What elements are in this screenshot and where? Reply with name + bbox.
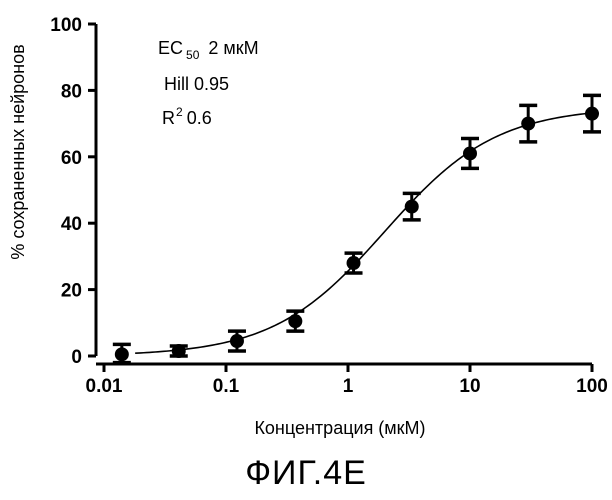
y-tick-label: 80 [61, 81, 82, 102]
svg-text:R20.6: R2 0.6 [162, 105, 212, 128]
x-tick-label: 10 [459, 376, 480, 397]
data-point [585, 107, 599, 121]
annotation-hill: Hill 0.95 [164, 74, 229, 94]
fit-curve [135, 113, 592, 353]
fit-curve-group [135, 113, 592, 353]
data-point [115, 347, 129, 361]
annotation-r2: R2 0.6 [162, 105, 212, 128]
data-point [463, 146, 477, 160]
y-tick-label: 20 [61, 281, 82, 302]
x-tick-label: 0.1 [213, 376, 240, 397]
ec50-value: 2 мкМ [208, 38, 258, 58]
x-tick-label: 0.01 [86, 376, 123, 397]
data-point [347, 256, 361, 270]
data-point [230, 334, 244, 348]
y-tick-label: 60 [61, 148, 82, 169]
y-axis-label: % сохраненных нейронов [8, 44, 28, 259]
annotation-ec50: EC50 2 мкМ [158, 38, 259, 62]
data-point [288, 314, 302, 328]
axes: 0 20 40 60 80 100 0.01 0.1 1 10 100 [50, 15, 608, 397]
y-tick-label: 0 [71, 347, 82, 368]
figure-caption: ФИГ.4Е [0, 454, 612, 493]
data-point [521, 117, 535, 131]
r2-label: R [162, 108, 175, 128]
ec50-subscript: 50 [186, 48, 200, 62]
x-tick-label: 100 [576, 376, 608, 397]
data-point [172, 344, 186, 358]
x-axis-label: Концентрация (мкМ) [254, 418, 425, 438]
x-tick-label: 1 [343, 376, 354, 397]
r2-value: 0.6 [187, 108, 212, 128]
data-point [405, 200, 419, 214]
y-tick-label: 100 [50, 15, 82, 36]
y-tick-label: 40 [61, 214, 82, 235]
svg-text:EC502 мкМ: EC50 2 мкМ [158, 38, 259, 62]
ec50-label: EC [158, 38, 183, 58]
data-points-group [113, 95, 601, 362]
r2-superscript: 2 [176, 105, 183, 119]
